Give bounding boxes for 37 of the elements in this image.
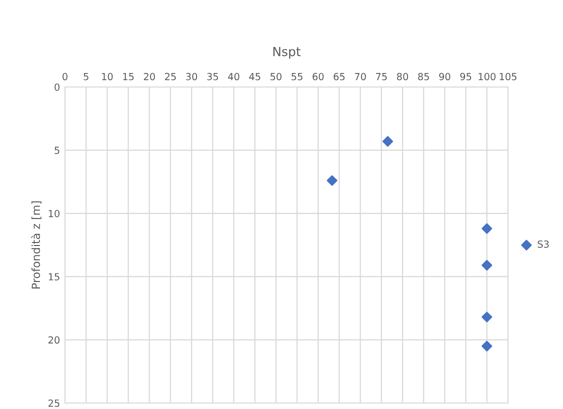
point [326, 175, 338, 186]
x-tick-label: 75 [376, 73, 387, 80]
x-tick-label: 70 [354, 72, 366, 80]
x-axis-title: Nspt [273, 46, 301, 59]
x-tick-label: 90 [439, 72, 450, 80]
x-tick-label: 5 [84, 73, 88, 80]
point [482, 312, 492, 322]
x-tick-label: 35 [207, 72, 218, 80]
x-tick-label: 105 [500, 72, 516, 80]
x-tick-label: 45 [249, 73, 260, 80]
x-tick-label: 20 [144, 72, 155, 80]
x-tick-label: 10 [102, 72, 113, 80]
x-tick-label: 40 [228, 72, 240, 80]
x-tick-label: 55 [292, 73, 302, 80]
x-tick-label: 95 [460, 72, 472, 80]
x-tick-label: 0 [62, 72, 68, 80]
point [482, 223, 492, 234]
x-tick-label: 60 [312, 72, 324, 80]
x-tick-label: 100 [478, 72, 496, 80]
point [482, 260, 492, 271]
y-tick-label: 0 [54, 83, 60, 91]
y-tick-label: 15 [48, 273, 60, 280]
point [382, 136, 394, 147]
x-tick-label: 85 [418, 72, 429, 80]
x-tick-label: 30 [186, 72, 198, 80]
point [482, 340, 492, 352]
x-tick-label: 25 [165, 72, 176, 80]
y-tick-label: 10 [48, 210, 60, 218]
y-tick-label: 20 [48, 336, 60, 344]
x-tick-label: 80 [396, 72, 408, 80]
x-tick-label: 65 [334, 72, 345, 80]
legend-label: S3 [538, 240, 549, 248]
y-tick-label: 5 [54, 146, 60, 154]
y-axis-title: Profondità z [m] [31, 201, 42, 288]
x-tick-label: 50 [270, 72, 282, 80]
y-tick-label: 25 [48, 399, 60, 407]
x-tick-label: 15 [123, 73, 134, 80]
